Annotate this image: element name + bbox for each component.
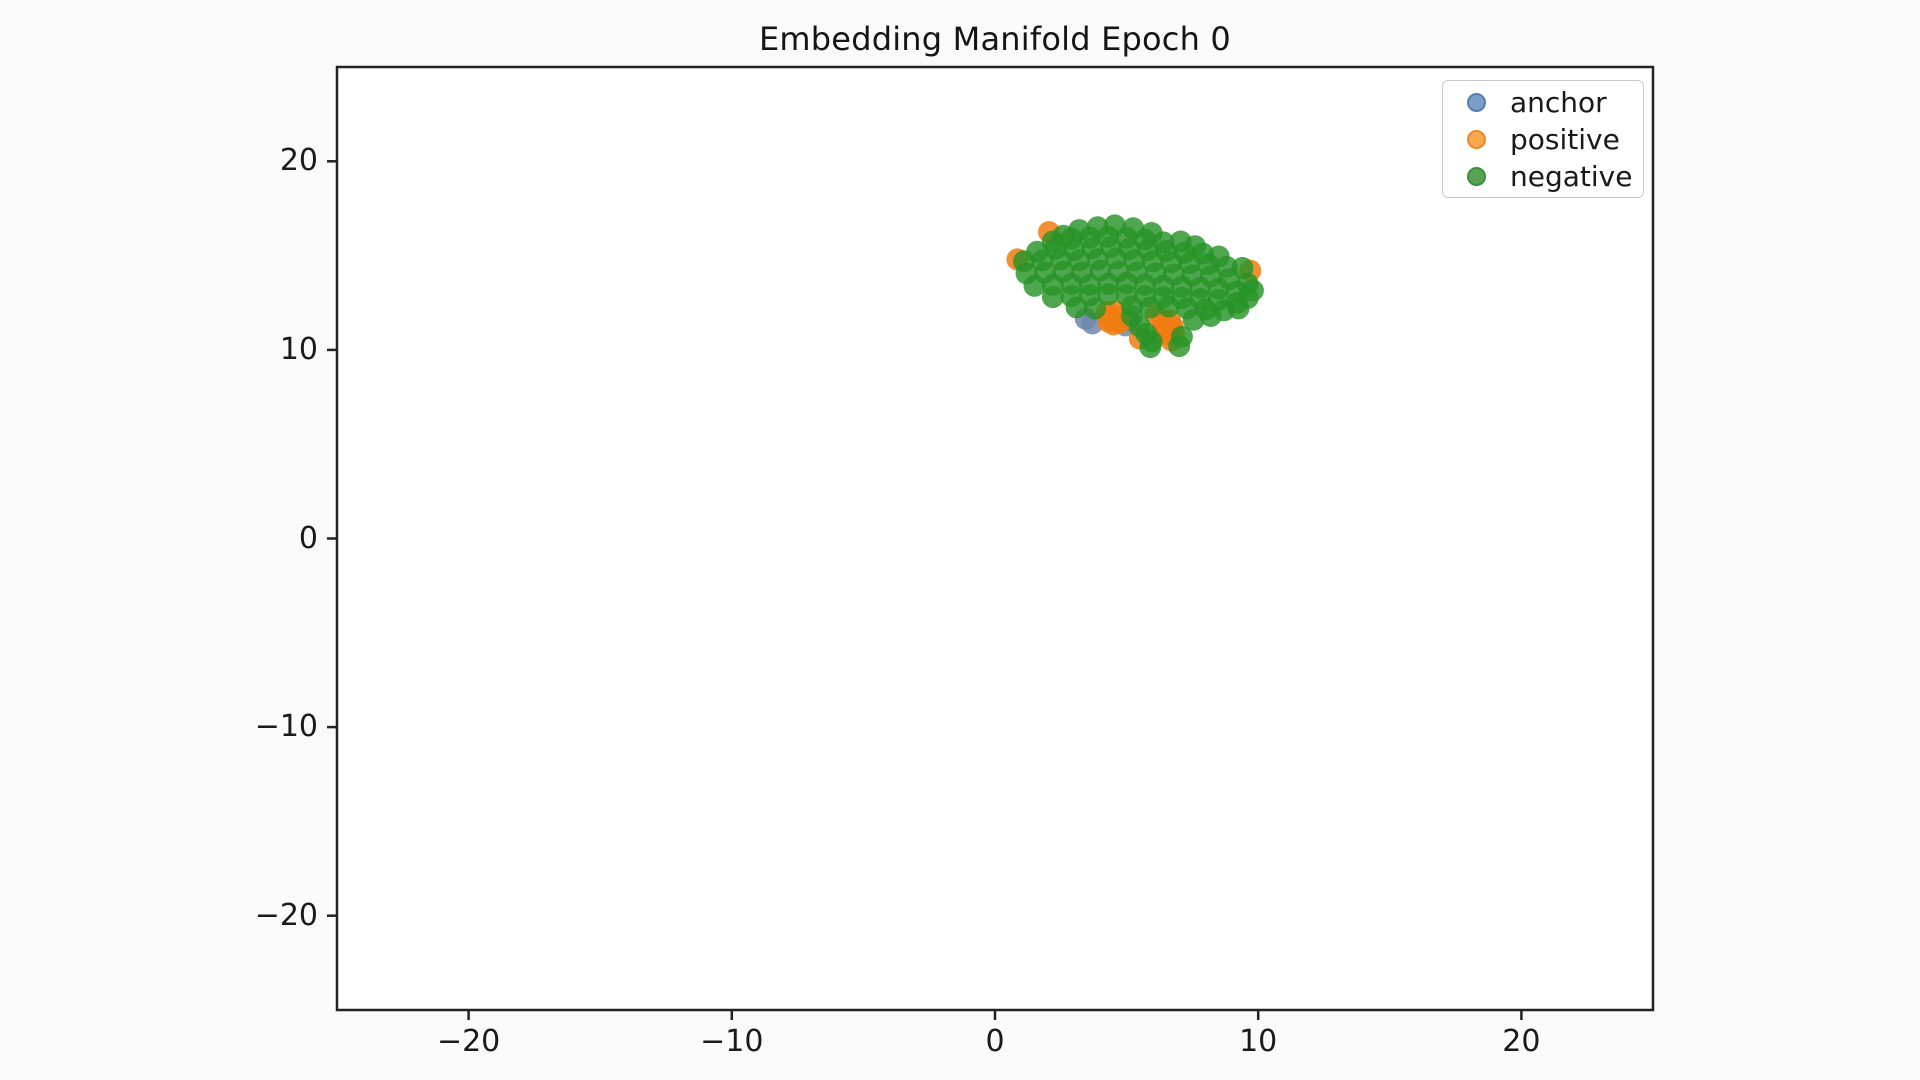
y-tick-label: −20: [254, 897, 318, 933]
scatter-point-negative: [1157, 295, 1180, 318]
y-tick-label: −10: [254, 709, 318, 745]
scatter-point-negative: [1097, 283, 1120, 306]
legend-entry-positive: positive: [1443, 121, 1643, 158]
scatter-point-negative: [1227, 297, 1250, 320]
legend-label: positive: [1510, 123, 1620, 156]
legend-entry-anchor: anchor: [1443, 84, 1643, 121]
x-tick-label: −10: [700, 1024, 764, 1059]
legend: anchor positive negative: [1442, 80, 1644, 198]
y-tick-label: 10: [279, 331, 318, 367]
scatter-point-negative: [1139, 296, 1162, 319]
chart-title: Embedding Manifold Epoch 0: [759, 20, 1231, 58]
scatter-point-negative: [1182, 308, 1205, 331]
x-tick-label: −20: [436, 1024, 501, 1059]
scatter-point-negative: [1084, 297, 1106, 320]
scatter-point-negative: [1139, 336, 1162, 359]
legend-label: anchor: [1510, 86, 1607, 119]
scatter-point-negative: [1199, 305, 1222, 327]
legend-marker-icon: [1467, 93, 1486, 112]
x-tick-label: 20: [1502, 1024, 1541, 1059]
scatter-point-negative: [1065, 296, 1088, 319]
y-tick-label: 20: [279, 143, 318, 179]
x-tick-label: 10: [1239, 1024, 1278, 1059]
scatter-point-negative: [1041, 286, 1064, 309]
legend-marker-icon: [1467, 167, 1486, 186]
scatter-point-negative: [1023, 274, 1046, 297]
plot-background: [337, 67, 1653, 1010]
x-tick-label: 0: [985, 1024, 1005, 1059]
legend-label: negative: [1510, 160, 1633, 193]
legend-marker-icon: [1467, 130, 1486, 149]
y-tick-label: 0: [298, 520, 318, 556]
scatter-point-negative: [1168, 335, 1191, 358]
legend-entry-negative: negative: [1443, 158, 1643, 195]
